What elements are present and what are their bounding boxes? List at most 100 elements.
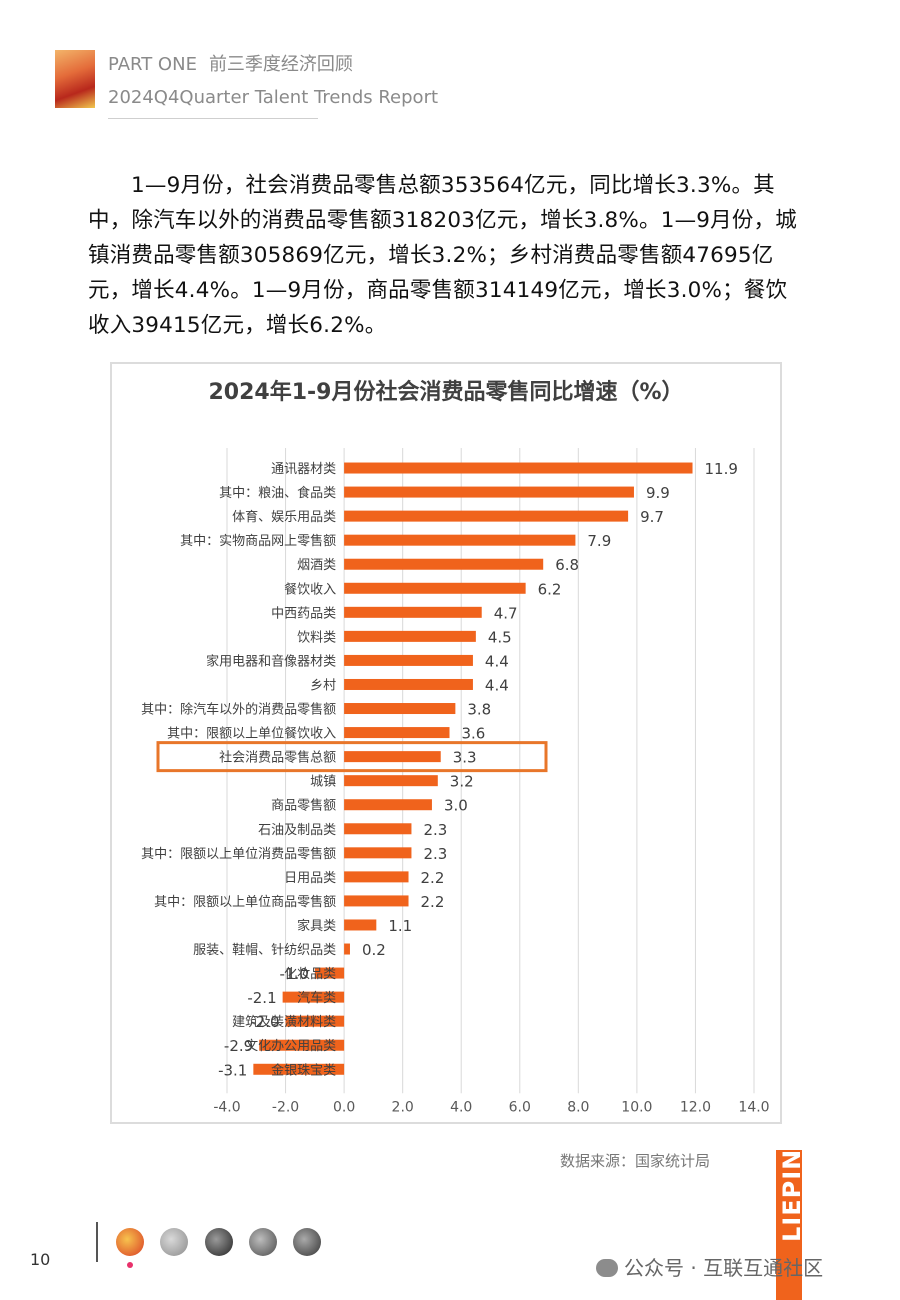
bar <box>344 799 432 811</box>
section-title: 前三季度经济回顾 <box>208 54 353 75</box>
highlight-box <box>156 741 548 773</box>
bar <box>344 775 438 787</box>
bar <box>344 510 629 522</box>
value-label: -2.1 <box>247 989 276 1007</box>
category-label: 乡村 <box>310 678 336 693</box>
value-label: 2.2 <box>421 869 445 887</box>
x-tick-label: 8.0 <box>567 1099 589 1115</box>
category-label: 中西药品类 <box>271 606 336 621</box>
bar <box>344 606 482 618</box>
value-label: 11.9 <box>705 460 738 478</box>
bar <box>344 678 473 690</box>
header-part-line: PART ONE 前三季度经济回顾 <box>108 50 353 76</box>
header-divider <box>108 118 318 119</box>
category-label: 汽车类 <box>297 990 336 1006</box>
bar <box>253 1063 345 1075</box>
value-label: 3.0 <box>444 797 468 815</box>
category-label: 化妆品类 <box>284 967 336 982</box>
value-label: -2.9 <box>224 1037 253 1055</box>
category-label: 其中：实物商品网上零售额 <box>180 533 336 549</box>
category-label: 其中：除汽车以外的消费品零售额 <box>141 702 336 718</box>
bar <box>344 895 409 907</box>
bar <box>259 1039 345 1051</box>
chart-title: 2024年1-9月份社会消费品零售同比增速（%） <box>208 380 684 405</box>
footer-divider <box>96 1222 98 1262</box>
category-label: 饮料类 <box>297 630 336 645</box>
x-tick-label: 14.0 <box>738 1099 769 1115</box>
value-label: -2.0 <box>250 1013 279 1031</box>
value-label: 6.8 <box>555 556 579 574</box>
value-label: -3.1 <box>218 1061 247 1079</box>
nav-dot-icon[interactable] <box>293 1228 321 1256</box>
value-label: 3.2 <box>450 773 474 791</box>
bar <box>314 967 345 979</box>
category-label: 烟酒类 <box>297 558 336 573</box>
category-label: 服装、鞋帽、针纺织品类 <box>193 942 336 958</box>
value-label: 2.3 <box>423 821 447 839</box>
category-label: 石油及制品类 <box>258 823 336 838</box>
category-label: 其中：限额以上单位消费品零售额 <box>141 846 336 862</box>
category-label: 社会消费品零售总额 <box>219 750 336 766</box>
header-thumbnail-image <box>55 50 95 108</box>
page-number: 10 <box>30 1250 51 1269</box>
bar <box>344 919 377 931</box>
nav-dot-icon[interactable] <box>160 1228 188 1256</box>
category-label: 体育、娱乐用品类 <box>232 509 336 525</box>
value-label: 4.4 <box>485 676 509 694</box>
value-label: 2.3 <box>423 845 447 863</box>
wechat-icon <box>596 1259 618 1277</box>
category-label: 建筑及装潢材料类 <box>232 1014 336 1030</box>
nav-dot-icon[interactable] <box>205 1228 233 1256</box>
brand-text: LIEPIN <box>778 1150 802 1242</box>
value-label: 7.9 <box>587 532 611 550</box>
nav-active-indicator <box>127 1262 133 1268</box>
category-label: 家具类 <box>297 918 336 934</box>
value-label: 9.9 <box>646 484 670 502</box>
part-label: PART ONE <box>108 54 197 75</box>
x-tick-label: -2.0 <box>272 1099 299 1115</box>
bar <box>344 462 693 474</box>
bar <box>344 582 526 594</box>
brand-tab: LIEPIN <box>776 1150 802 1300</box>
category-label: 金银珠宝类 <box>271 1062 336 1078</box>
bar <box>344 751 441 763</box>
bar <box>344 871 409 883</box>
chart-container: 2024年1-9月份社会消费品零售同比增速（%） -4.0 -2.0 0.0 2.0 4… <box>110 362 782 1124</box>
category-label: 其中：粮油、食品类 <box>219 485 336 501</box>
wechat-watermark: 公众号 · 互联互通社区 <box>596 1252 823 1281</box>
value-label: 3.6 <box>462 725 486 743</box>
bar <box>344 486 634 498</box>
value-label: 0.2 <box>362 941 386 959</box>
category-label: 餐饮收入 <box>284 581 336 597</box>
value-label: 3.8 <box>467 701 491 719</box>
x-tick-label: 10.0 <box>621 1099 652 1115</box>
x-tick-label: 0.0 <box>333 1099 355 1115</box>
value-label: 1.1 <box>388 917 412 935</box>
value-label: 9.7 <box>640 508 664 526</box>
bar <box>285 1015 345 1027</box>
nav-dot-current-icon[interactable] <box>116 1228 144 1256</box>
report-title: 2024Q4Quarter Talent Trends Report <box>108 87 439 108</box>
value-label: -1.0 <box>280 965 309 983</box>
source-note: 数据来源：国家统计局 <box>560 1152 711 1170</box>
category-label: 其中：限额以上单位餐饮收入 <box>167 726 336 742</box>
category-label: 文化办公用品类 <box>245 1039 336 1054</box>
value-label: 6.2 <box>538 580 562 598</box>
value-label: 3.3 <box>453 749 477 767</box>
x-tick-label: 2.0 <box>392 1099 414 1115</box>
category-label: 城镇 <box>310 775 336 790</box>
bar <box>344 654 473 666</box>
nav-dot-icon[interactable] <box>249 1228 277 1256</box>
value-label: 4.7 <box>494 604 518 622</box>
wechat-watermark-text: 公众号 · 互联互通社区 <box>624 1256 824 1280</box>
bar <box>344 558 544 570</box>
bar <box>282 991 345 1003</box>
bar <box>344 630 476 642</box>
value-label: 2.2 <box>421 893 445 911</box>
x-tick-label: 4.0 <box>450 1099 472 1115</box>
x-tick-label: 6.0 <box>509 1099 531 1115</box>
category-label: 日用品类 <box>284 871 336 886</box>
category-label: 其中：限额以上单位商品零售额 <box>154 894 336 910</box>
x-tick-label: -4.0 <box>213 1099 240 1115</box>
value-label: 4.5 <box>488 628 512 646</box>
